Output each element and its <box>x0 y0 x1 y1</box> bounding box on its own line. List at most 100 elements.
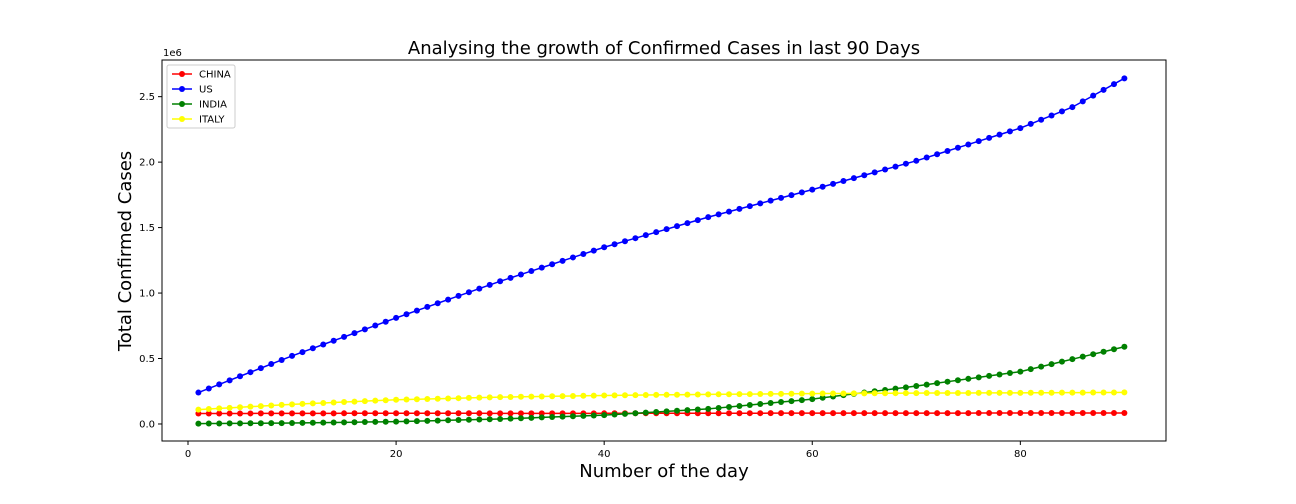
data-point-italy <box>861 390 868 397</box>
y-tick-label: 1.0 <box>139 289 155 300</box>
data-point-china <box>476 410 483 417</box>
data-point-italy <box>621 392 628 399</box>
data-point-india <box>778 399 785 406</box>
data-point-china <box>1048 410 1055 417</box>
data-point-india <box>1100 348 1107 355</box>
data-point-india <box>1006 370 1013 377</box>
data-point-india <box>528 414 535 421</box>
data-point-italy <box>216 405 223 412</box>
data-point-us <box>507 274 514 281</box>
data-point-india <box>517 415 524 422</box>
data-point-italy <box>237 404 244 411</box>
data-point-india <box>819 394 826 401</box>
data-point-india <box>1079 353 1086 360</box>
data-point-us <box>913 157 920 164</box>
data-point-italy <box>1090 389 1097 396</box>
data-point-india <box>674 407 681 414</box>
data-point-india <box>715 404 722 411</box>
data-point-italy <box>986 389 993 396</box>
data-point-us <box>486 281 493 288</box>
data-point-china <box>798 410 805 417</box>
data-point-us <box>1006 128 1013 135</box>
data-point-italy <box>424 395 431 402</box>
data-point-italy <box>289 401 296 408</box>
data-point-india <box>923 381 930 388</box>
data-point-italy <box>1006 389 1013 396</box>
data-point-china <box>1100 409 1107 416</box>
data-point-india <box>1121 343 1128 350</box>
data-point-italy <box>382 397 389 404</box>
data-point-us <box>1027 120 1034 127</box>
data-point-italy <box>954 389 961 396</box>
data-point-india <box>486 416 493 423</box>
data-point-italy <box>778 390 785 397</box>
data-point-china <box>486 410 493 417</box>
data-point-us <box>902 160 909 167</box>
data-point-us <box>247 369 254 376</box>
data-point-india <box>361 419 368 426</box>
data-point-china <box>330 410 337 417</box>
data-point-india <box>694 406 701 413</box>
data-point-india <box>569 413 576 420</box>
data-point-china <box>1027 410 1034 417</box>
series-line-italy <box>198 391 1125 411</box>
data-point-us <box>809 186 816 193</box>
series-italy <box>195 389 1128 413</box>
data-point-china <box>299 410 306 417</box>
legend-marker-china <box>179 71 185 77</box>
data-point-china <box>1058 410 1065 417</box>
data-point-us <box>663 226 670 233</box>
data-point-us <box>830 180 837 187</box>
data-point-italy <box>934 390 941 397</box>
data-point-china <box>986 410 993 417</box>
data-point-india <box>559 413 566 420</box>
data-point-india <box>445 417 452 424</box>
y-tick-label: 2.0 <box>139 158 155 169</box>
legend-label-india: INDIA <box>199 100 227 111</box>
data-point-us <box>986 134 993 141</box>
data-point-india <box>1048 361 1055 368</box>
data-point-china <box>892 410 899 417</box>
data-point-china <box>767 410 774 417</box>
data-point-us <box>465 289 472 296</box>
data-point-us <box>934 151 941 158</box>
data-point-italy <box>278 401 285 408</box>
data-point-china <box>705 410 712 417</box>
data-point-us <box>1079 98 1086 105</box>
data-point-us <box>1017 125 1024 132</box>
x-tick-label: 60 <box>806 449 819 460</box>
data-point-us <box>705 214 712 221</box>
data-point-us <box>1090 92 1097 99</box>
data-point-india <box>278 420 285 427</box>
data-point-india <box>944 378 951 385</box>
data-point-us <box>1058 108 1065 115</box>
data-point-china <box>205 410 212 417</box>
data-point-china <box>320 410 327 417</box>
data-point-italy <box>1100 389 1107 396</box>
data-point-india <box>726 403 733 410</box>
data-point-india <box>382 418 389 425</box>
data-point-china <box>788 410 795 417</box>
data-point-italy <box>975 389 982 396</box>
data-point-italy <box>330 399 337 406</box>
data-point-us <box>892 163 899 170</box>
data-point-china <box>819 410 826 417</box>
data-point-us <box>590 247 597 254</box>
legend-marker-us <box>179 86 185 92</box>
data-point-china <box>1006 410 1013 417</box>
data-point-india <box>299 419 306 426</box>
data-point-china <box>850 410 857 417</box>
data-point-us <box>996 131 1003 138</box>
data-point-india <box>424 417 431 424</box>
data-point-china <box>424 410 431 417</box>
data-point-italy <box>965 389 972 396</box>
chart-title: Analysing the growth of Confirmed Cases … <box>408 38 920 59</box>
data-point-india <box>257 420 264 427</box>
data-point-italy <box>361 398 368 405</box>
data-point-italy <box>507 393 514 400</box>
data-point-italy <box>455 395 462 402</box>
data-point-us <box>923 154 930 161</box>
data-point-italy <box>684 391 691 398</box>
data-point-us <box>1100 86 1107 93</box>
data-point-china <box>216 410 223 417</box>
